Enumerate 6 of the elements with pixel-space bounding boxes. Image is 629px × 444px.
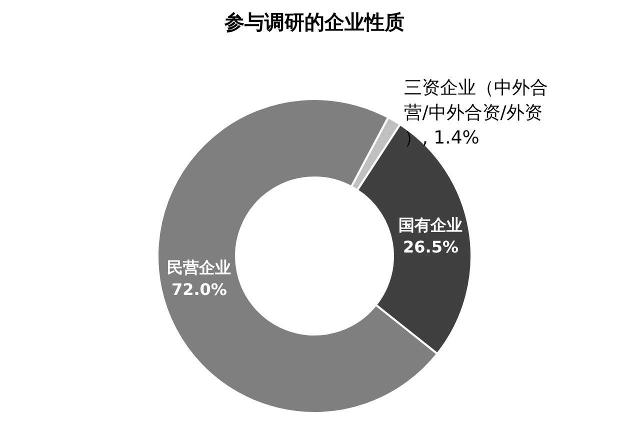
slice-label: 三资企业（中外合营/中外合资/外资）, 1.4% (404, 77, 548, 148)
data-label: 72.0% (171, 280, 227, 300)
data-label: 26.5% (402, 237, 458, 256)
slice-label: 国有企业 (398, 215, 463, 234)
slice-label: 民营企业 (167, 258, 232, 278)
chart-title: 参与调研的企业性质 (224, 10, 404, 34)
